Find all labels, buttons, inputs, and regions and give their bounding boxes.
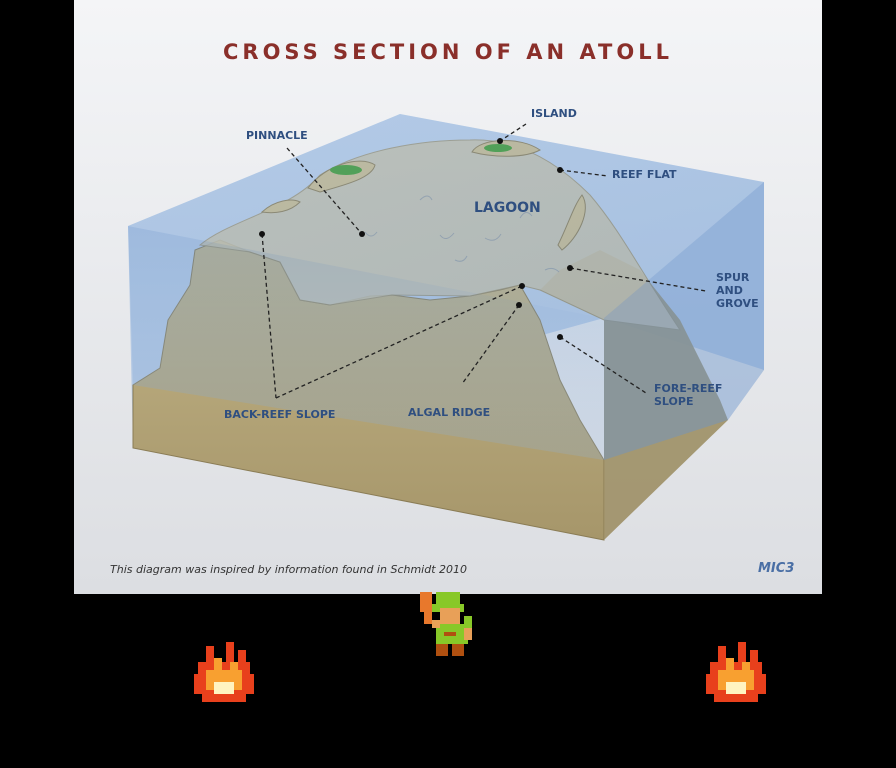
water-front (128, 226, 604, 460)
label-spur-3: GROVE (716, 297, 759, 310)
fire-right-icon (706, 642, 766, 702)
leader-dots (259, 138, 573, 340)
label-lagoon: LAGOON (474, 200, 541, 216)
label-back-reef-slope: BACK-REEF SLOPE (224, 408, 335, 421)
link-hero-icon (420, 592, 472, 656)
label-spur-1: SPUR (716, 271, 750, 284)
diagram-title: CROSS SECTION OF AN ATOLL (222, 40, 674, 64)
label-algal-ridge: ALGAL RIDGE (408, 406, 490, 419)
credit-text: This diagram was inspired by information… (110, 563, 468, 576)
rock-right-face (540, 250, 728, 540)
label-fore-reef-2: SLOPE (654, 395, 693, 408)
water-surface (128, 114, 764, 318)
label-island: ISLAND (531, 107, 577, 120)
mic3-logo: MIC3 (758, 561, 795, 576)
label-reef-flat: REEF FLAT (612, 168, 677, 181)
label-pinnacle: PINNACLE (246, 129, 308, 142)
fire-left-icon (194, 642, 254, 702)
leader-lines (261, 123, 707, 399)
atoll-cross-section: ISLAND PINNACLE REEF FLAT LAGOON SPUR AN… (128, 107, 764, 541)
label-fore-reef-1: FORE-REEF (654, 382, 722, 395)
label-spur-2: AND (716, 284, 743, 297)
water-right (604, 182, 764, 460)
